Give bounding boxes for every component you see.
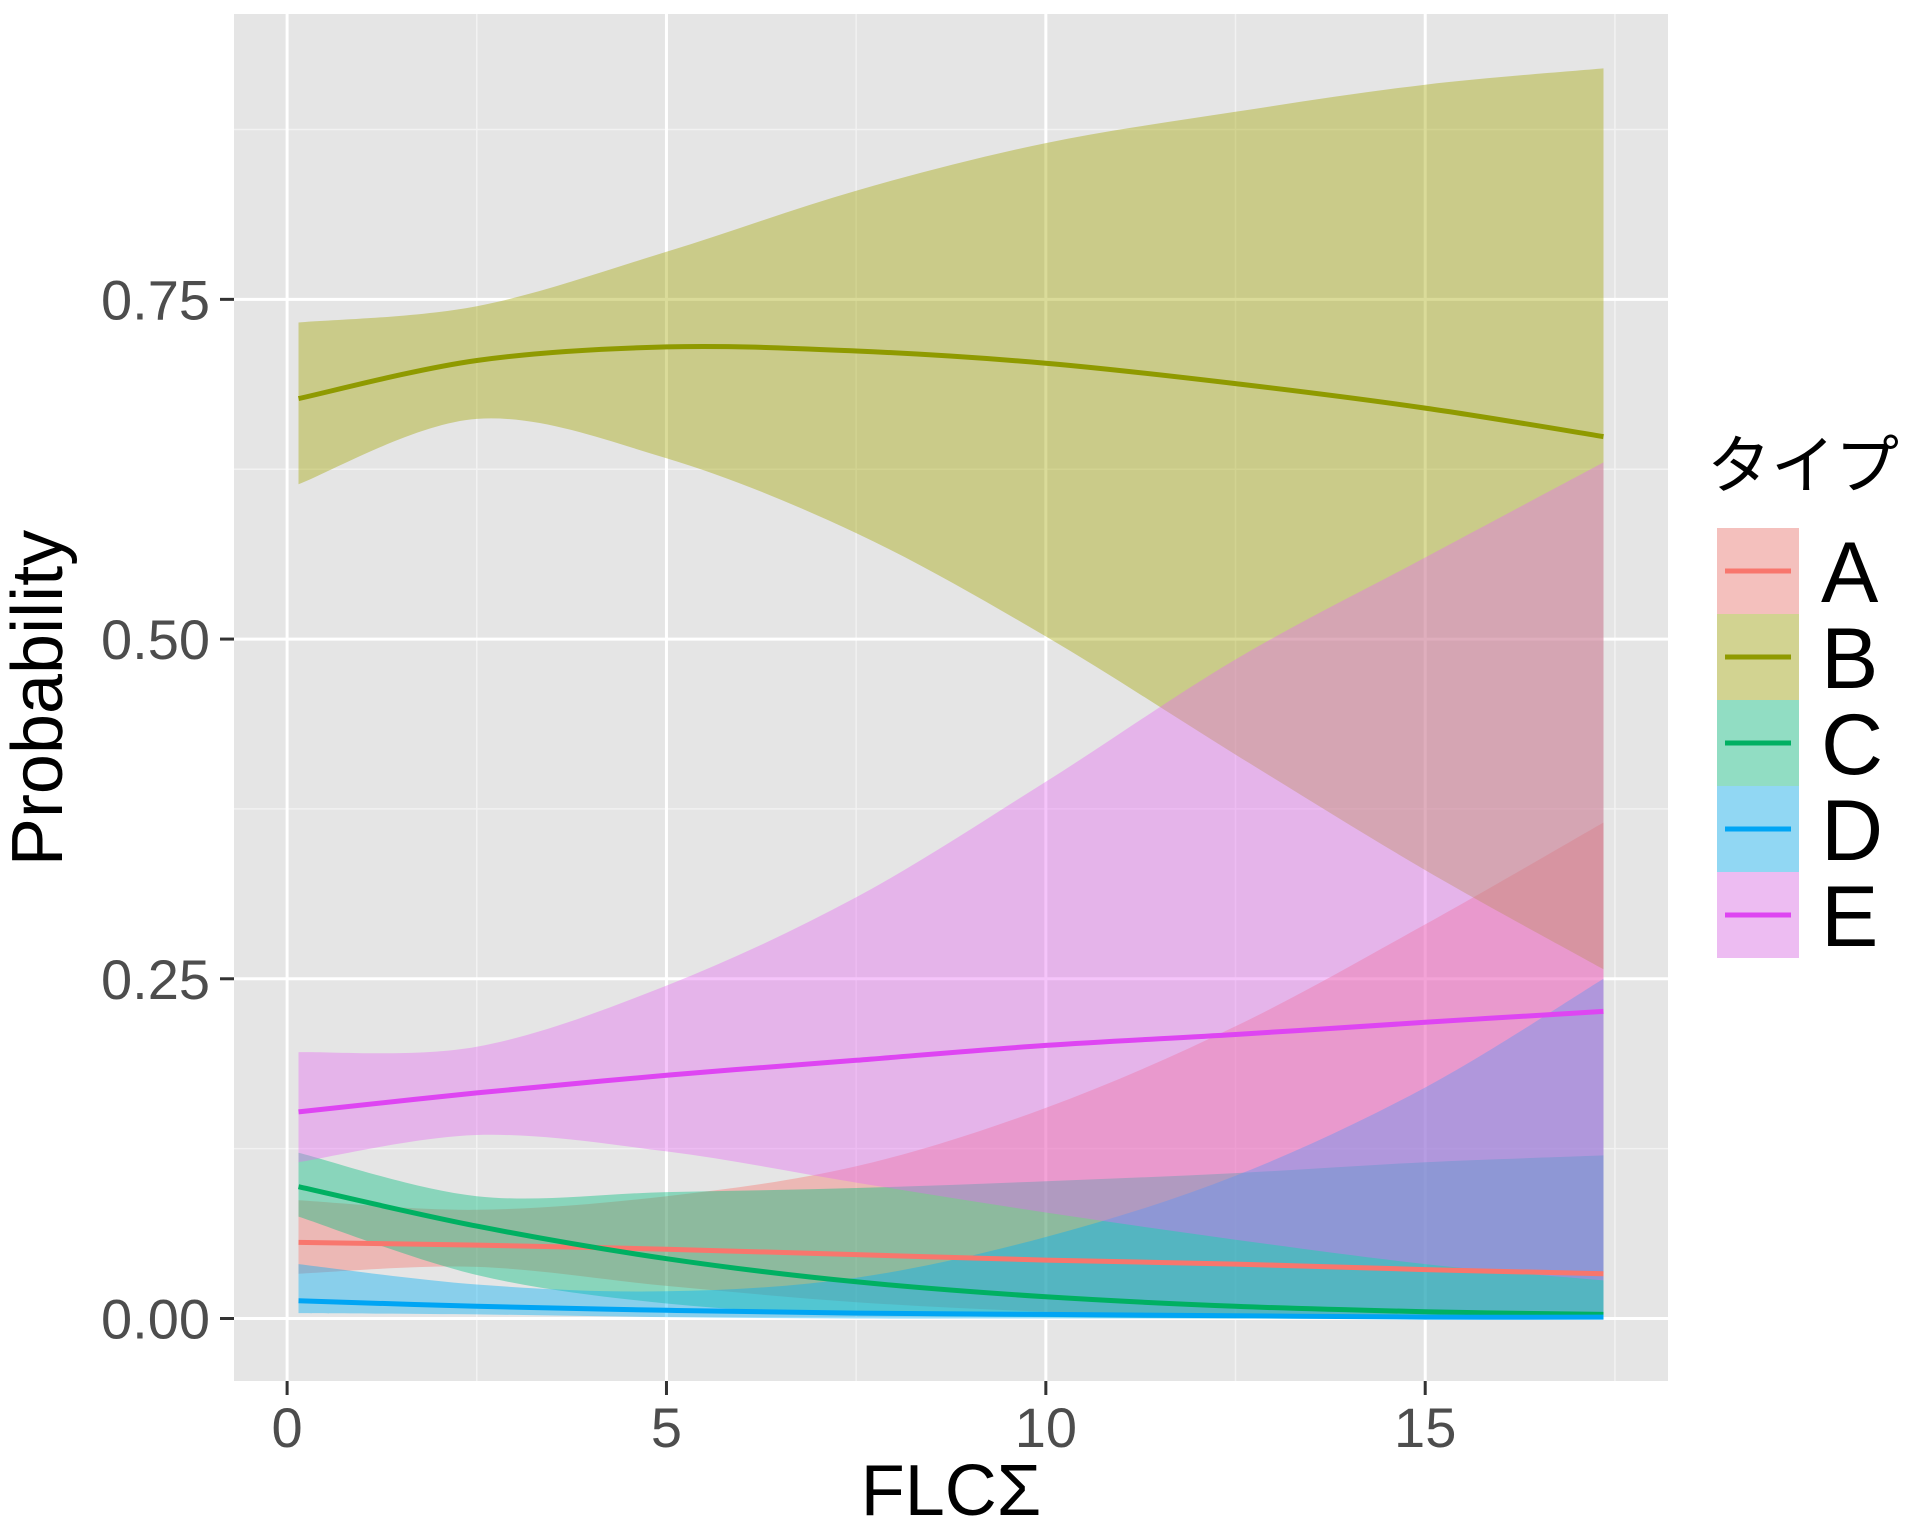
x-tick-label: 15 [1394,1396,1456,1459]
x-tick-label: 0 [272,1396,303,1459]
line-b [297,343,1604,440]
ribbon-d [298,978,1604,1319]
ribbon-e [298,462,1604,1281]
legend-label-e: E [1821,869,1878,965]
legend-label-b: B [1821,611,1878,707]
y-tick-label: 0.75 [101,268,210,331]
plot-panel [234,14,1668,1381]
x-tick-label: 10 [1015,1396,1077,1459]
legend-title: タイプ [1707,430,1899,504]
line-d [298,1298,1604,1320]
y-axis-title: Probability [0,530,78,866]
x-axis-title: FLCΣ [861,1451,1042,1531]
axes: 0 5 10 15 0.00 0.25 0.50 0.75 [101,268,1456,1459]
ribbon-c [298,1152,1604,1319]
ribbon-b [298,68,1604,970]
y-tick-label: 0.25 [101,948,210,1011]
x-tick-label: 5 [651,1396,682,1459]
y-tick-label: 0.00 [101,1287,210,1350]
confidence-ribbons [298,68,1604,1319]
line-a [298,1239,1604,1277]
grid-lines [234,14,1668,1381]
line-e [298,1008,1604,1115]
y-tick-label: 0.50 [101,608,210,671]
legend-label-d: D [1821,783,1883,879]
line-c [297,1184,1604,1317]
legend-label-c: C [1821,697,1883,793]
ribbon-a [298,822,1604,1319]
series-lines [297,343,1604,1320]
legend-label-a: A [1821,525,1879,621]
